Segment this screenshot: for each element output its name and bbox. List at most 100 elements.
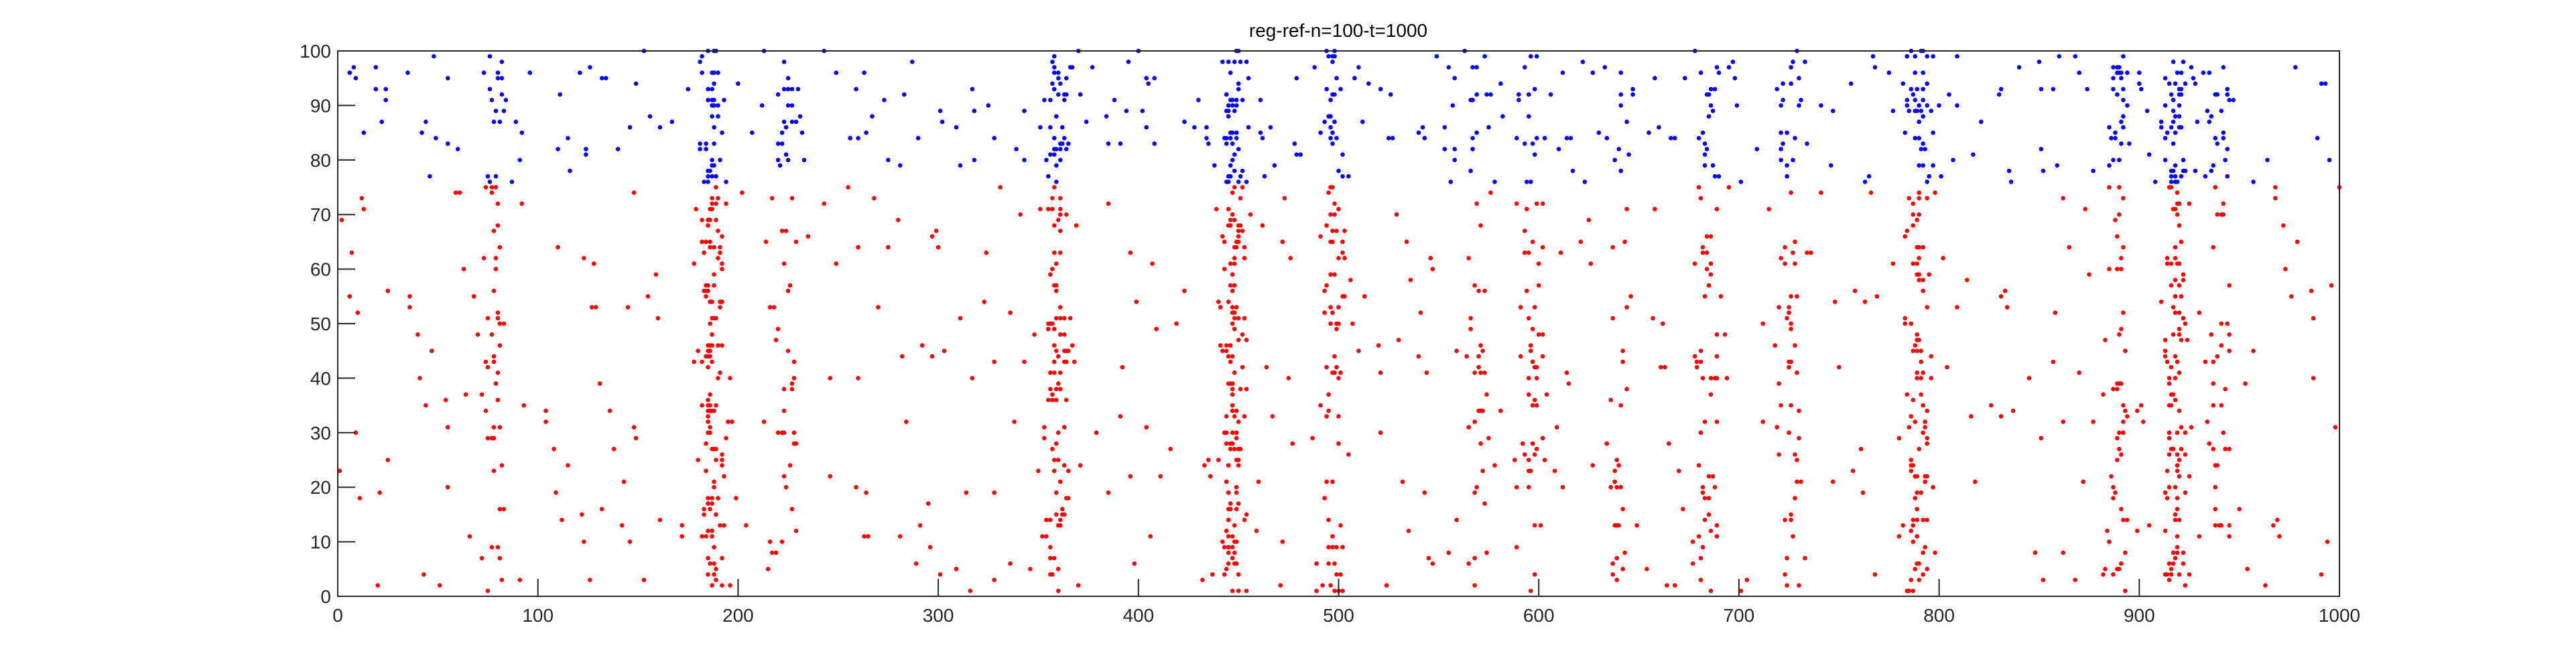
spike-dot [1614, 458, 1619, 462]
spike-dot [1702, 517, 1708, 523]
spike-dot [1610, 572, 1615, 577]
spike-dot [1850, 468, 1856, 474]
spike-dot [2125, 70, 2130, 75]
spike-dot [1616, 463, 1621, 468]
spike-dot [1498, 408, 1503, 413]
spike-dot [1783, 245, 1787, 250]
spike-dot [519, 130, 525, 135]
spike-dot [1388, 92, 1393, 97]
spike-dot [1386, 135, 1391, 141]
spike-dot [1913, 419, 1918, 424]
spike-dot [1226, 534, 1231, 539]
spike-dot [1527, 92, 1531, 97]
spike-dot [584, 147, 588, 151]
spike-dot [633, 81, 639, 86]
spike-dot [1044, 517, 1049, 523]
spike-dot [479, 392, 485, 397]
spike-dot [2173, 245, 2178, 250]
spike-dot [497, 555, 503, 561]
y-tick-label: 100 [300, 41, 331, 62]
spike-dot [1781, 81, 1785, 86]
spike-dot [424, 403, 428, 408]
spike-dot [1498, 81, 1503, 86]
x-tick-label: 1000 [2319, 605, 2360, 626]
y-tick-label: 90 [310, 95, 331, 116]
spike-dot [1052, 54, 1057, 59]
spike-dot [1144, 76, 1149, 80]
spike-dot [2167, 430, 2172, 436]
spike-dot [1700, 130, 1705, 135]
spike-dot [446, 76, 450, 80]
spike-dot [1056, 70, 1061, 75]
spike-dot [566, 135, 570, 141]
spike-dot [1913, 343, 1918, 348]
spike-dot [1230, 354, 1235, 359]
spike-dot [1706, 92, 1712, 97]
spike-dot [2277, 534, 2282, 539]
spike-dot [1060, 507, 1065, 512]
spike-dot [1468, 316, 1473, 321]
spike-dot [1246, 76, 1251, 80]
spike-dot [1342, 256, 1347, 261]
spike-dot [775, 141, 781, 146]
spike-dot [1793, 239, 1797, 245]
spike-dot [970, 86, 975, 92]
spike-dot [1492, 463, 1497, 468]
spike-dot [1618, 92, 1623, 97]
spike-dot [1216, 299, 1221, 304]
spike-dot [1330, 239, 1335, 245]
spike-dot [491, 436, 497, 441]
spike-dot [1056, 458, 1061, 462]
spike-dot [1925, 305, 1929, 310]
spike-dot [2053, 310, 2058, 316]
spike-dot [1222, 545, 1227, 549]
spike-dot [2067, 245, 2072, 250]
spike-dot [2319, 572, 2324, 577]
spike-dot [856, 245, 860, 250]
spike-dot [1228, 135, 1233, 141]
spike-dot [2061, 196, 2066, 201]
spike-dot [1224, 441, 1229, 446]
spike-dot [1620, 359, 1625, 364]
spike-dot [2171, 60, 2176, 64]
spike-dot [779, 228, 785, 233]
spike-dot [2111, 572, 2116, 577]
spike-dot [2205, 419, 2210, 424]
spike-dot [2121, 98, 2126, 103]
spike-dot [1058, 196, 1063, 201]
spike-dot [2119, 267, 2124, 271]
spike-dot [1797, 583, 1801, 588]
spike-dot [2283, 267, 2288, 271]
spike-dot [1208, 474, 1213, 479]
spike-dot [2119, 507, 2124, 512]
spike-dot [972, 157, 977, 163]
spike-dot [1326, 408, 1331, 413]
spike-dot [2041, 578, 2046, 582]
spike-dot [708, 168, 712, 174]
spike-dot [1336, 441, 1341, 446]
spike-dot [385, 288, 390, 293]
spike-dot [590, 305, 594, 310]
spike-dot [2113, 130, 2118, 135]
spike-dot [1328, 583, 1333, 588]
spike-dot [992, 490, 996, 495]
spike-dot [1472, 283, 1477, 288]
spike-dot [1326, 517, 1331, 523]
spike-dot [1921, 550, 1925, 555]
spike-dot [1234, 245, 1239, 250]
spike-dot [2193, 81, 2198, 86]
spike-dot [1054, 147, 1059, 151]
spike-dot [1244, 180, 1249, 184]
spike-dot [1903, 130, 1908, 135]
spike-dot [1760, 419, 1765, 424]
spike-dot [1150, 261, 1155, 266]
spike-dot [938, 572, 943, 577]
spike-dot [710, 496, 714, 500]
spike-dot [1785, 163, 1789, 168]
spike-dot [1683, 76, 1687, 80]
spike-dot [1066, 468, 1071, 474]
spike-dot [1484, 92, 1489, 97]
spike-dot [1905, 103, 1910, 108]
spike-dot [1244, 512, 1249, 517]
spike-dot [1174, 321, 1179, 326]
